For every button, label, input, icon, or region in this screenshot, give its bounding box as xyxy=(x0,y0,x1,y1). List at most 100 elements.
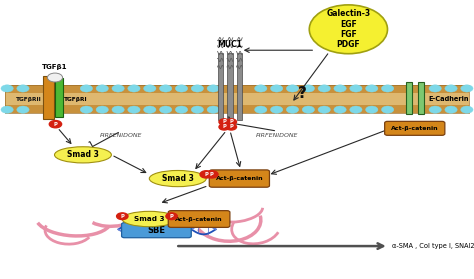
Circle shape xyxy=(302,85,315,92)
Text: P: P xyxy=(120,214,124,219)
Text: Act-β-catenin: Act-β-catenin xyxy=(391,126,438,131)
Bar xyxy=(218,53,223,120)
Circle shape xyxy=(49,121,62,128)
Bar xyxy=(55,78,63,117)
Text: P: P xyxy=(54,122,57,127)
Circle shape xyxy=(206,171,218,178)
Circle shape xyxy=(382,106,394,113)
Text: TGFβRI: TGFβRI xyxy=(64,97,88,102)
Text: Galectin-3
EGF
FGF
PDGF: Galectin-3 EGF FGF PDGF xyxy=(326,9,371,49)
Circle shape xyxy=(271,106,283,113)
Circle shape xyxy=(445,85,457,92)
Circle shape xyxy=(112,85,124,92)
Bar xyxy=(227,53,233,120)
Circle shape xyxy=(350,106,362,113)
Text: α-SMA , Col type I, SNAI2, SLUG...: α-SMA , Col type I, SNAI2, SLUG... xyxy=(392,243,474,249)
Text: P: P xyxy=(229,124,233,129)
Text: Act-β-catenin: Act-β-catenin xyxy=(175,217,223,222)
Text: Act-β-catenin: Act-β-catenin xyxy=(216,176,263,181)
Circle shape xyxy=(96,106,109,113)
Ellipse shape xyxy=(149,170,206,187)
Bar xyxy=(418,82,424,114)
Circle shape xyxy=(334,106,346,113)
Text: Smad 3: Smad 3 xyxy=(162,174,194,183)
FancyBboxPatch shape xyxy=(168,211,230,227)
Circle shape xyxy=(219,124,229,130)
Circle shape xyxy=(207,106,219,113)
Circle shape xyxy=(334,85,346,92)
Circle shape xyxy=(461,85,473,92)
Circle shape xyxy=(159,106,172,113)
Bar xyxy=(5,105,469,113)
Text: Smad 3: Smad 3 xyxy=(134,216,164,222)
Text: E-Cadherin: E-Cadherin xyxy=(428,96,468,102)
Circle shape xyxy=(159,85,172,92)
Circle shape xyxy=(47,73,63,82)
Ellipse shape xyxy=(55,147,111,163)
Text: PIRFENIDONE: PIRFENIDONE xyxy=(100,133,142,138)
Text: P: P xyxy=(222,124,226,129)
Text: Smad 3: Smad 3 xyxy=(67,150,99,159)
Text: ?: ? xyxy=(298,86,307,101)
Circle shape xyxy=(207,85,219,92)
Circle shape xyxy=(191,106,203,113)
Bar xyxy=(5,85,469,93)
Circle shape xyxy=(271,85,283,92)
Bar xyxy=(43,76,54,119)
Text: SBE: SBE xyxy=(147,226,165,235)
Circle shape xyxy=(226,119,237,125)
Circle shape xyxy=(429,85,441,92)
FancyBboxPatch shape xyxy=(121,223,191,238)
Circle shape xyxy=(1,106,13,113)
Circle shape xyxy=(96,85,109,92)
Circle shape xyxy=(144,85,156,92)
Circle shape xyxy=(461,106,473,113)
FancyBboxPatch shape xyxy=(210,170,269,187)
Circle shape xyxy=(302,106,315,113)
Circle shape xyxy=(365,106,378,113)
Ellipse shape xyxy=(309,5,387,54)
Circle shape xyxy=(128,85,140,92)
Text: P: P xyxy=(170,214,173,219)
Circle shape xyxy=(175,106,188,113)
Circle shape xyxy=(191,85,203,92)
Circle shape xyxy=(200,171,212,178)
Circle shape xyxy=(255,85,267,92)
Circle shape xyxy=(286,106,299,113)
Text: P: P xyxy=(204,172,208,177)
Circle shape xyxy=(318,85,330,92)
Text: P: P xyxy=(210,172,214,177)
Text: P: P xyxy=(222,119,226,124)
Bar xyxy=(237,53,242,120)
Circle shape xyxy=(112,106,124,113)
Circle shape xyxy=(318,106,330,113)
Circle shape xyxy=(226,124,237,130)
Circle shape xyxy=(445,106,457,113)
Circle shape xyxy=(175,85,188,92)
Circle shape xyxy=(382,85,394,92)
Circle shape xyxy=(117,213,128,220)
Circle shape xyxy=(350,85,362,92)
Circle shape xyxy=(219,119,229,125)
Circle shape xyxy=(166,213,177,220)
Circle shape xyxy=(255,106,267,113)
Circle shape xyxy=(365,85,378,92)
Text: PIRFENIDONE: PIRFENIDONE xyxy=(256,133,299,138)
Text: TGFβ1: TGFβ1 xyxy=(42,64,68,70)
Circle shape xyxy=(144,106,156,113)
Circle shape xyxy=(17,106,29,113)
Text: TGFβRII: TGFβRII xyxy=(16,97,42,102)
Circle shape xyxy=(1,85,13,92)
Bar xyxy=(5,93,469,105)
Bar xyxy=(405,82,411,114)
Text: P: P xyxy=(229,119,233,124)
Circle shape xyxy=(17,85,29,92)
Circle shape xyxy=(80,85,92,92)
Circle shape xyxy=(429,106,441,113)
Ellipse shape xyxy=(122,211,176,227)
Circle shape xyxy=(286,85,299,92)
Circle shape xyxy=(128,106,140,113)
FancyBboxPatch shape xyxy=(385,121,445,135)
Bar xyxy=(5,85,469,113)
Circle shape xyxy=(80,106,92,113)
